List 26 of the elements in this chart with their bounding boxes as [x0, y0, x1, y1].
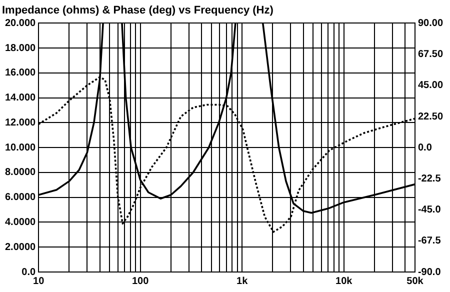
y-tick-label: 6.0000: [4, 192, 36, 204]
y-tick-label: 4.0000: [4, 216, 36, 228]
y2-tick-label: 90.00: [418, 18, 444, 29]
x-tick-label: 10k: [336, 276, 353, 287]
y-tick-label: 18.000: [4, 42, 36, 54]
y-tick-label: 14.000: [4, 92, 36, 104]
y2-tick-label: -45.0: [418, 204, 442, 216]
y-tick-label: 2.0000: [4, 242, 36, 253]
y-tick-label: 20.000: [4, 18, 36, 29]
y2-tick-label: 22.50: [418, 111, 444, 122]
y-tick-label: 12.000: [4, 117, 36, 128]
y2-tick-label: 0.0: [418, 142, 432, 154]
chart-title: Impedance (ohms) & Phase (deg) vs Frequency (Hz): [2, 4, 274, 17]
y2-tick-label: 67.50: [418, 49, 444, 60]
x-tick-label: 1k: [236, 276, 248, 287]
x-tick-label: 100: [132, 276, 150, 287]
y-tick-label: 0.0: [22, 266, 36, 278]
y2-tick-label: 45.00: [418, 80, 444, 92]
y2-tick-label: -67.5: [418, 236, 442, 247]
y-tick-label: 8.0000: [4, 167, 36, 178]
y-tick-label: 16.000: [4, 68, 36, 79]
y-tick-label: 10.000: [4, 142, 36, 154]
x-tick-label: 10: [33, 276, 45, 287]
x-tick-label: 50k: [406, 276, 424, 287]
y2-tick-label: -90.0: [418, 266, 442, 278]
y2-tick-label: -22.5: [418, 173, 442, 184]
